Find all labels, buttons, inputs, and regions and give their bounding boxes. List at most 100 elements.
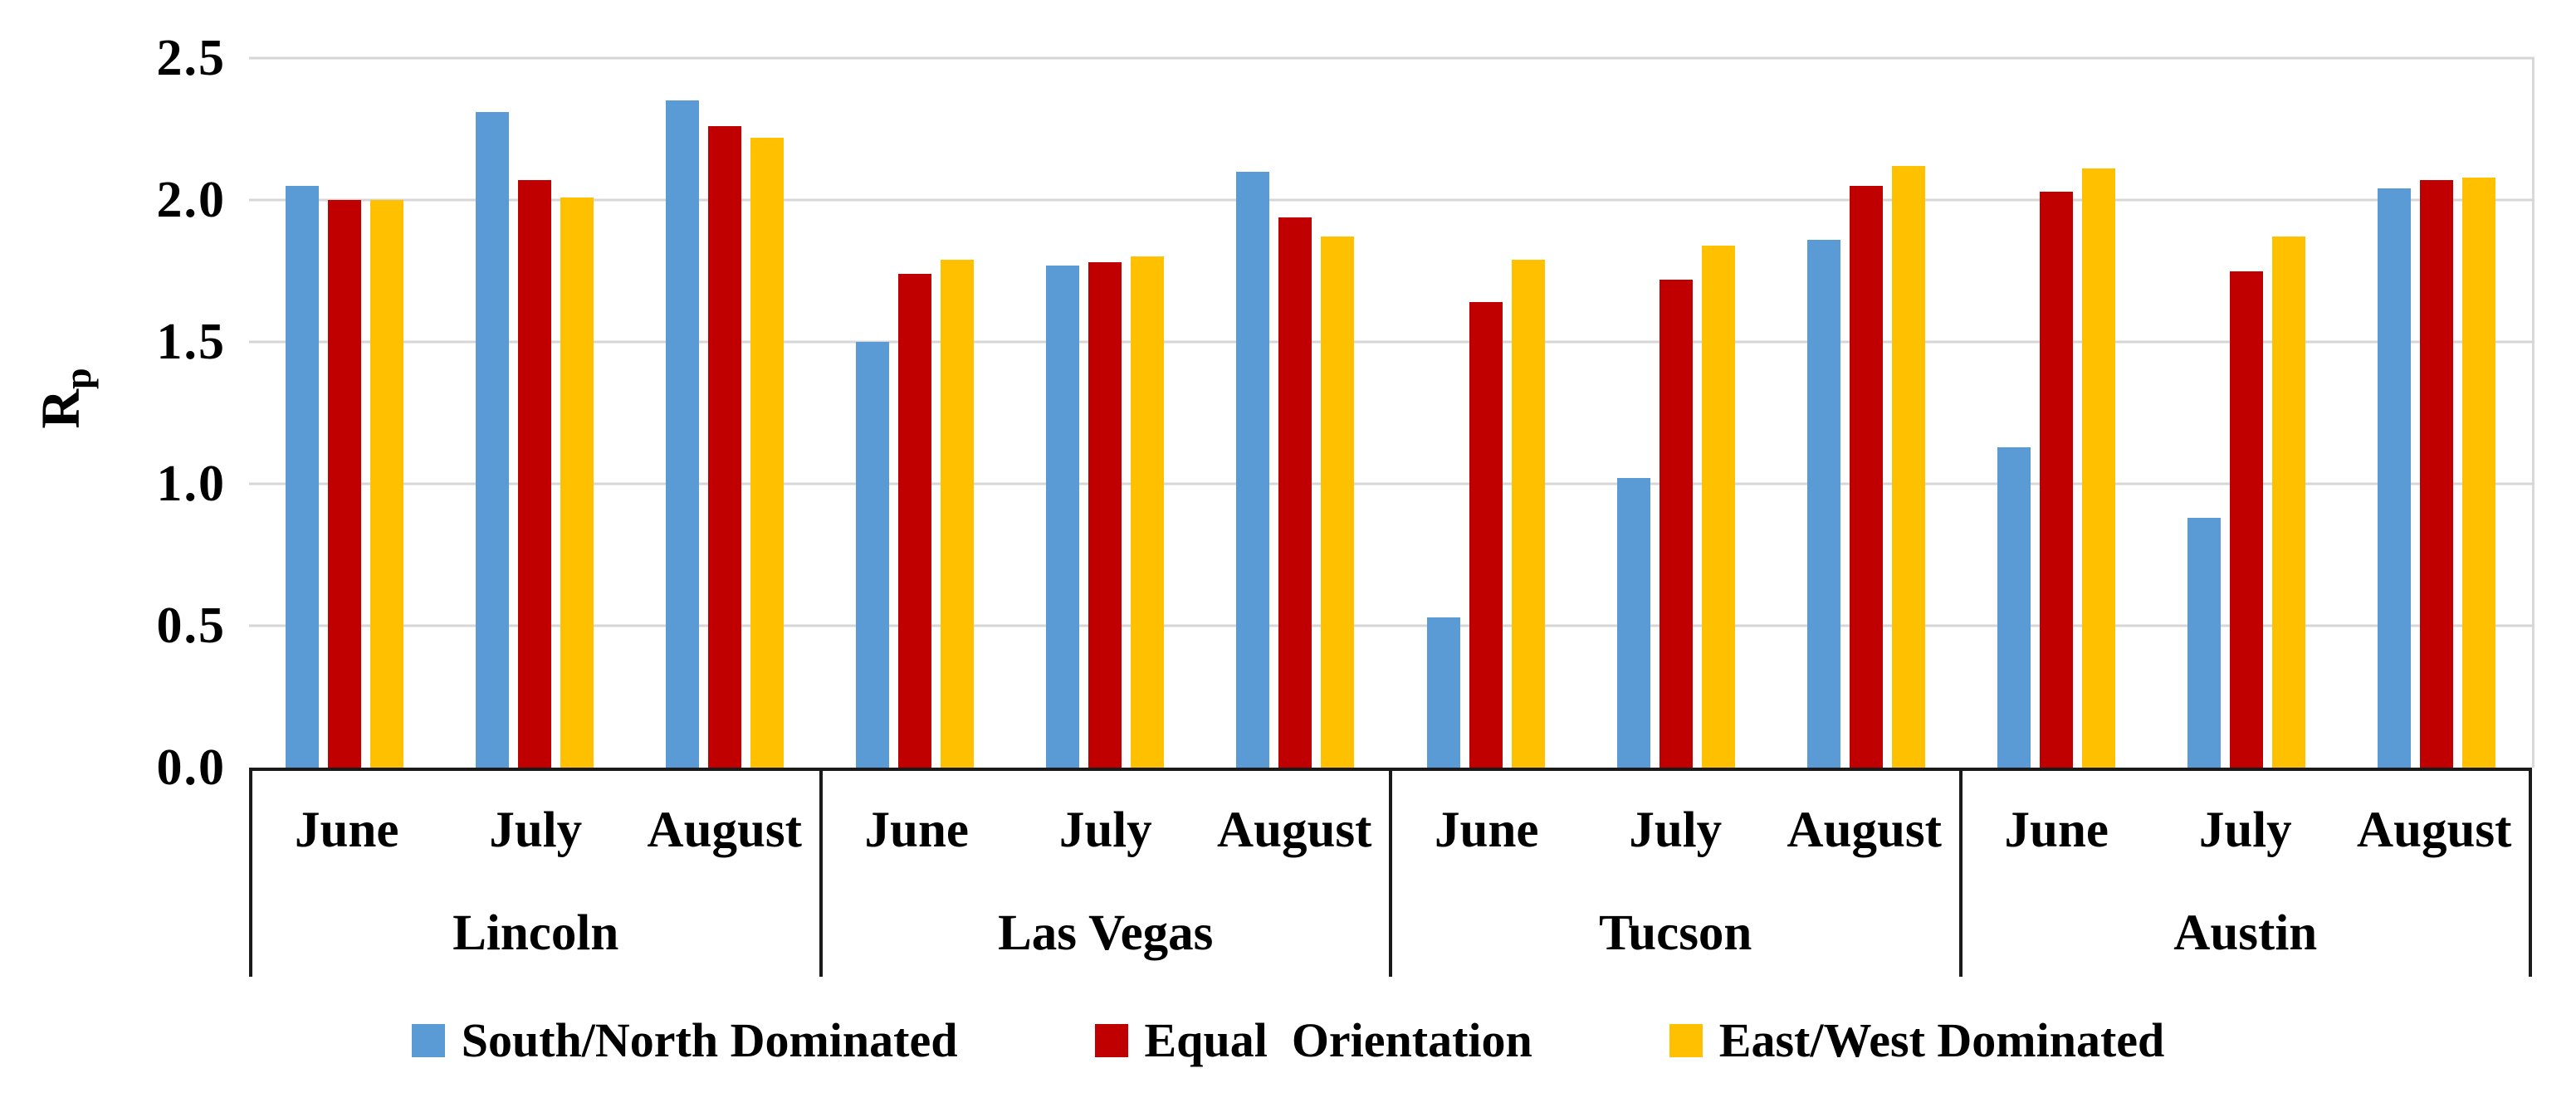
- gridline: [249, 198, 2534, 202]
- month-row: June July August: [252, 771, 819, 889]
- city-label: Las Vegas: [998, 905, 1214, 961]
- month-cluster: [629, 58, 819, 768]
- bar: [665, 100, 699, 768]
- gridline: [249, 340, 2534, 344]
- legend-swatch: [1669, 1024, 1703, 1057]
- bar: [2230, 271, 2264, 768]
- legend-swatch: [411, 1024, 445, 1057]
- bar: [1616, 478, 1650, 768]
- y-tick-label: 1.5: [156, 314, 226, 370]
- month-label: June: [2004, 802, 2109, 858]
- bar: [1278, 217, 1312, 768]
- month-cluster: [249, 58, 439, 768]
- month-cluster: [1771, 58, 1961, 768]
- month-label: July: [2198, 802, 2292, 858]
- month-label: July: [489, 802, 583, 858]
- month-cluster: [820, 58, 1010, 768]
- city-group: June July August Tucson: [1392, 771, 1963, 977]
- bar: [750, 137, 784, 768]
- legend-swatch: [1094, 1024, 1128, 1057]
- bar: [2462, 177, 2496, 768]
- y-tick-label: 2.5: [156, 30, 226, 86]
- y-tick-label: 0.0: [156, 739, 226, 796]
- bar: [2187, 518, 2222, 768]
- legend-item: South/North Dominated: [411, 1013, 958, 1067]
- y-axis-ticks: 0.0 0.5 1.0 1.5 2.0 2.5: [33, 32, 226, 793]
- city-row: Austin: [1963, 889, 2530, 977]
- legend-item: East/West Dominated: [1669, 1013, 2165, 1067]
- bar: [475, 111, 509, 768]
- legend-label: Equal Orientation: [1144, 1013, 1532, 1067]
- month-label: June: [295, 802, 399, 858]
- city-group: June July August Lincoln: [252, 771, 823, 977]
- legend-label: South/North Dominated: [461, 1013, 958, 1067]
- bar: [941, 259, 975, 768]
- bar-group-lincoln: [249, 58, 820, 768]
- month-row: June July August: [1963, 771, 2530, 889]
- bar: [2040, 191, 2074, 768]
- city-row: Lincoln: [252, 889, 819, 977]
- bar: [1426, 617, 1460, 768]
- month-row: June July August: [1392, 771, 1959, 889]
- month-cluster: [2152, 58, 2342, 768]
- city-row: Tucson: [1392, 889, 1959, 977]
- city-row: Las Vegas: [823, 889, 1390, 977]
- bar: [369, 200, 403, 768]
- bar: [1806, 239, 1840, 768]
- month-cluster: [1962, 58, 2152, 768]
- bar: [1046, 265, 1080, 768]
- bar: [898, 273, 932, 768]
- bar: [517, 180, 551, 768]
- month-cluster: [2342, 58, 2532, 768]
- bar: [1236, 171, 1270, 768]
- month-cluster: [1581, 58, 1771, 768]
- bar: [2420, 180, 2454, 768]
- bar-group-tucson: [1391, 58, 1962, 768]
- bar: [285, 185, 319, 768]
- gridline: [249, 482, 2534, 485]
- bar: [1511, 259, 1545, 768]
- y-tick-label: 2.0: [156, 172, 226, 228]
- bars-layer: [249, 58, 2532, 768]
- month-label: June: [864, 802, 969, 858]
- month-row: June July August: [823, 771, 1390, 889]
- bar: [2082, 168, 2116, 768]
- bar: [1088, 262, 1122, 768]
- month-cluster: [1391, 58, 1581, 768]
- month-label: July: [1058, 802, 1152, 858]
- y-tick-label: 0.5: [156, 597, 226, 654]
- bar: [1659, 279, 1693, 768]
- bar: [1701, 245, 1735, 768]
- bar: [1891, 165, 1925, 768]
- bar: [327, 200, 361, 768]
- plot-area: [249, 56, 2534, 768]
- bar: [856, 342, 890, 768]
- bar-group-las-vegas: [820, 58, 1391, 768]
- month-cluster: [1010, 58, 1200, 768]
- month-label: August: [1787, 802, 1942, 858]
- month-label: August: [2357, 802, 2512, 858]
- legend-label: East/West Dominated: [1718, 1013, 2165, 1067]
- legend-item: Equal Orientation: [1094, 1013, 1532, 1067]
- month-label: August: [1217, 802, 1372, 858]
- gridline: [249, 56, 2534, 60]
- month-cluster: [1200, 58, 1391, 768]
- city-group: June July August Austin: [1963, 771, 2530, 977]
- month-label: July: [1629, 802, 1723, 858]
- x-axis-table: June July August Lincoln June July August Las V…: [249, 768, 2532, 977]
- city-group: June July August Las Vegas: [823, 771, 1392, 977]
- bar: [1469, 302, 1503, 768]
- bar: [707, 126, 741, 768]
- bar: [560, 197, 594, 768]
- bar: [1131, 256, 1165, 768]
- y-tick-label: 1.0: [156, 456, 226, 512]
- bar: [1321, 237, 1355, 768]
- bar: [2378, 188, 2412, 768]
- city-label: Austin: [2173, 905, 2318, 961]
- month-label: June: [1435, 802, 1539, 858]
- city-label: Tucson: [1599, 905, 1752, 961]
- city-label: Lincoln: [452, 905, 619, 961]
- month-label: August: [647, 802, 802, 858]
- gridline: [249, 624, 2534, 627]
